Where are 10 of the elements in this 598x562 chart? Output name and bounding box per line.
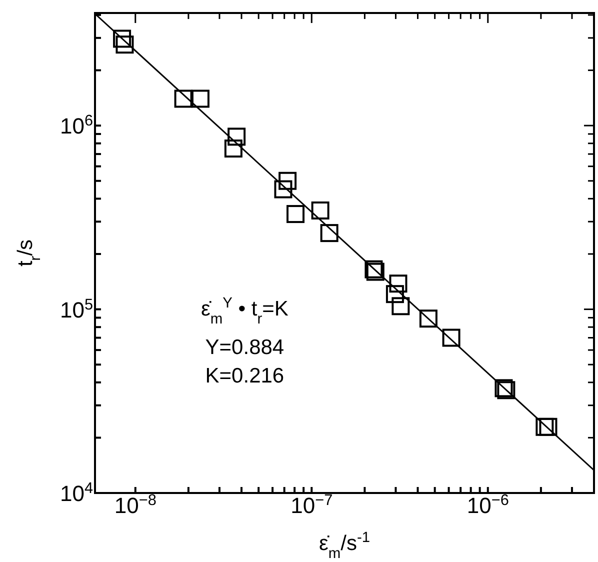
x-tick-label: 10$^{−7}$: [290, 492, 333, 518]
x-tick-label: 10$^{−8}$: [114, 492, 156, 518]
annotation: K=0.216: [205, 364, 284, 388]
y-tick-label: 10$^{6}$: [60, 112, 93, 139]
annotation: ε̇$_{m}$$^{Y}$ • t$_{r}$=K: [200, 295, 288, 328]
y-tick-label: 10$^{4}$: [60, 480, 94, 506]
x-tick-label: 10$^{−6}$: [466, 492, 509, 518]
annotation: Y=0.884: [205, 336, 284, 359]
x-axis-title: ε̇$_{m}$/s$^{-1}$: [318, 530, 370, 562]
y-tick-label: 10$^{5}$: [60, 296, 93, 322]
